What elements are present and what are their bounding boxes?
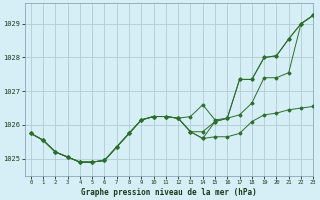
X-axis label: Graphe pression niveau de la mer (hPa): Graphe pression niveau de la mer (hPa) — [81, 188, 257, 197]
